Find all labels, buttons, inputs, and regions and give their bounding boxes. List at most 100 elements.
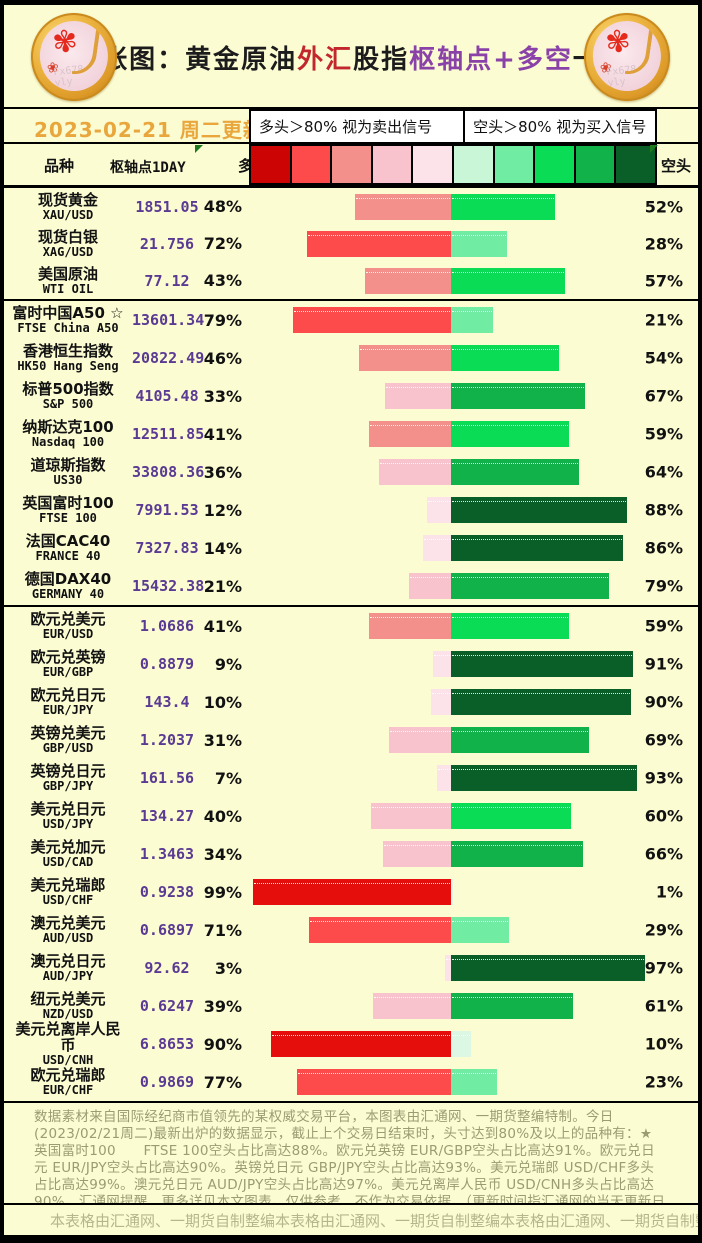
product-name-cell: 欧元兑美元 EUR/USD	[4, 611, 132, 641]
column-header-pivot: 枢轴点1DAY	[110, 160, 186, 176]
product-name-cell: 现货白银 XAG/USD	[4, 229, 132, 259]
table-group-commodities: 现货黄金 XAU/USD 1851.05 48% 52% 现货白银 XAG/US…	[4, 188, 698, 301]
cell-marker-triangle-icon	[195, 145, 203, 153]
footnote-text: 数据素材来自国际经纪商市值领先的某权威交易平台，本图表由汇通网、一期货整编特制。…	[4, 1103, 698, 1205]
table-group-indices: 富时中国A50 ☆ FTSE China A50 13601.34 79% 21…	[4, 301, 698, 607]
short-pct: 66%	[644, 844, 683, 864]
product-code: USD/CHF	[42, 893, 94, 907]
bar-long-segment	[271, 1031, 451, 1057]
short-pct: 79%	[644, 576, 683, 596]
coin-logo-left: ✾ ❀ Fx678 yly	[26, 8, 122, 106]
bar-short-segment	[451, 383, 585, 409]
bar-long-segment	[433, 651, 451, 677]
footer: 本表格由汇通网、一期货自制整编 本表格由汇通网、一期货自制整编 本表格由汇通网、一期…	[4, 1205, 698, 1235]
product-name-cn: 德国DAX40	[24, 570, 112, 588]
long-pct: 99%	[203, 882, 242, 902]
long-pct: 33%	[203, 386, 242, 406]
bar-short-segment	[451, 765, 637, 791]
product-name-cn: 纳斯达克100	[22, 418, 114, 436]
bar-long-segment	[437, 765, 451, 791]
bar-short-segment	[451, 803, 571, 829]
product-code: FTSE 100	[39, 511, 97, 525]
short-pct: 93%	[644, 768, 683, 788]
pivot-value: 12511.85	[132, 425, 205, 443]
long-pct: 7%	[214, 768, 242, 788]
pivot-value: 92.62	[144, 959, 190, 977]
table-row: 德国DAX40 GERMANY 40 15432.38 21% 79%	[4, 567, 698, 605]
pivot-value: 0.9238	[139, 883, 195, 901]
bar-long-segment	[445, 955, 451, 981]
coin-logo-right: ✾ ❀ Fx678 yly	[579, 8, 675, 106]
pivot-value: 0.9869	[139, 1073, 195, 1091]
product-code: AUD/USD	[42, 931, 94, 945]
long-pct: 31%	[203, 730, 242, 750]
table-row: 美国原油 WTI OIL 77.12 43% 57%	[4, 262, 698, 299]
long-pct: 43%	[203, 271, 242, 290]
short-pct: 57%	[644, 271, 683, 290]
coin-face: ✾ ❀ Fx678 yly	[36, 17, 112, 95]
table-row: 澳元兑日元 AUD/JPY 92.62 3% 97%	[4, 949, 698, 987]
table-row: 澳元兑美元 AUD/USD 0.6897 71% 29%	[4, 911, 698, 949]
long-pct: 39%	[203, 996, 242, 1016]
product-code: USD/CNH	[42, 1053, 94, 1067]
product-name-cell: 道琼斯指数 US30	[4, 457, 132, 487]
short-pct: 64%	[644, 462, 683, 482]
bar-short-segment	[451, 573, 609, 599]
bar-long-segment	[369, 613, 451, 639]
product-name-cn: 欧元兑瑞郎	[30, 1066, 106, 1084]
product-name-cell: 法国CAC40 FRANCE 40	[4, 533, 132, 563]
product-name-cn: 美国原油	[37, 264, 98, 283]
title-part: 外汇	[297, 45, 354, 75]
bar-short-segment	[451, 230, 507, 257]
table-row: 富时中国A50 ☆ FTSE China A50 13601.34 79% 21…	[4, 301, 698, 339]
product-code: S&P 500	[42, 397, 94, 411]
product-code: NZD/USD	[42, 1007, 94, 1021]
bar-short-segment	[451, 993, 573, 1019]
table-row: 欧元兑美元 EUR/USD 1.0686 41% 59%	[4, 607, 698, 645]
product-name-cn: 香港恒生指数	[22, 342, 113, 360]
bar-short-segment	[451, 1031, 471, 1057]
product-name-cn: 澳元兑美元	[30, 914, 106, 932]
bar-long-segment	[385, 383, 451, 409]
cell-marker-triangle-icon	[650, 145, 658, 153]
product-code: AUD/JPY	[42, 969, 94, 983]
bar-long-segment	[365, 267, 451, 294]
bar-short-segment	[451, 267, 565, 294]
product-name-cn: 现货黄金	[37, 190, 98, 209]
footer-credit: 本表格由汇通网、一期货自制整编	[500, 1211, 698, 1230]
bar-short-segment	[451, 613, 569, 639]
pivot-value: 7991.53	[135, 501, 199, 519]
pivot-value: 0.6897	[139, 921, 195, 939]
long-pct: 40%	[203, 806, 242, 826]
product-name-cell: 英镑兑美元 GBP/USD	[4, 725, 132, 755]
product-name-cn: 澳元兑日元	[30, 952, 106, 970]
column-header-product: 品种	[44, 157, 75, 175]
product-code: USD/CAD	[42, 855, 94, 869]
product-name-cn: 欧元兑日元	[30, 686, 106, 704]
product-name-cn: 富时中国A50 ☆	[12, 304, 124, 322]
pivot-value: 1.3463	[139, 845, 195, 863]
product-name-cell: 美国原油 WTI OIL	[4, 266, 132, 296]
product-name-cell: 纳斯达克100 Nasdaq 100	[4, 419, 132, 449]
pivot-value: 1.0686	[139, 617, 195, 635]
bar-long-segment	[379, 459, 451, 485]
product-name-cell: 现货黄金 XAU/USD	[4, 192, 132, 222]
column-header-short: 空头	[661, 157, 692, 175]
table-group-forex: 欧元兑美元 EUR/USD 1.0686 41% 59% 欧元兑英镑 EUR/G…	[4, 607, 698, 1103]
product-name-cell: 美元兑瑞郎 USD/CHF	[4, 877, 132, 907]
product-name-cn: 美元兑加元	[30, 838, 106, 856]
product-name-cn: 欧元兑美元	[30, 610, 106, 628]
short-pct: 97%	[644, 958, 683, 978]
long-pct: 14%	[203, 538, 242, 558]
title-part: 枢轴点+多空	[409, 45, 573, 75]
scale-swatch	[330, 146, 371, 183]
table-row: 现货黄金 XAU/USD 1851.05 48% 52%	[4, 188, 698, 225]
long-pct: 41%	[203, 616, 242, 636]
bar-long-segment	[293, 307, 451, 333]
bar-long-segment	[309, 917, 451, 943]
bar-long-segment	[431, 689, 451, 715]
table-row: 英镑兑美元 GBP/USD 1.2037 31% 69%	[4, 721, 698, 759]
bar-long-segment	[297, 1069, 451, 1095]
short-pct: 88%	[644, 500, 683, 520]
